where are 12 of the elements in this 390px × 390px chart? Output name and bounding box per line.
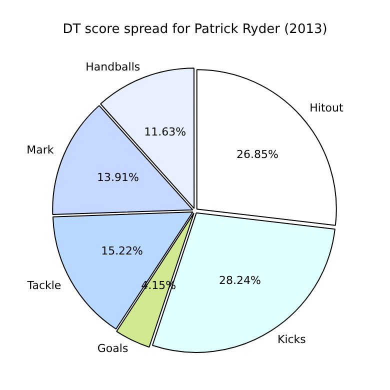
slice-label: Mark bbox=[26, 143, 54, 156]
slice-label: Hitout bbox=[310, 102, 344, 115]
slice-label: Tackle bbox=[26, 278, 62, 292]
slice-label: Handballs bbox=[86, 60, 140, 74]
data-label: 28.24% bbox=[219, 274, 261, 288]
data-label: 11.63% bbox=[144, 125, 186, 138]
data-label: 15.22% bbox=[101, 244, 144, 258]
data-label: 26.85% bbox=[236, 148, 278, 162]
chart-title: DT score spread for Patrick Ryder (2013) bbox=[62, 22, 328, 38]
slice-label: Kicks bbox=[277, 333, 306, 346]
data-label: 13.91% bbox=[97, 170, 139, 184]
slice-label: Goals bbox=[97, 342, 128, 355]
